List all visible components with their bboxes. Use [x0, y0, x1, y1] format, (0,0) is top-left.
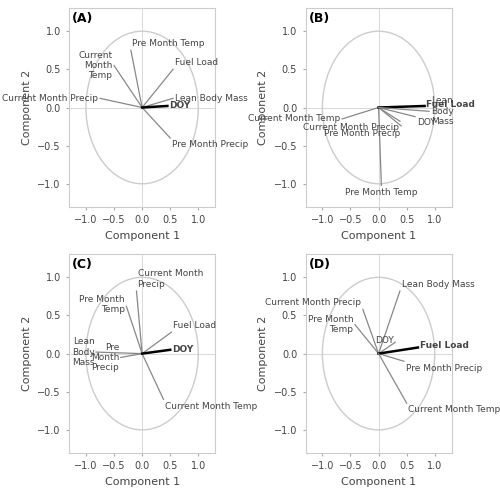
X-axis label: Component 1: Component 1: [104, 477, 180, 487]
Text: Lean Body Mass: Lean Body Mass: [402, 280, 474, 289]
Text: Fuel Load: Fuel Load: [174, 58, 218, 67]
Text: (B): (B): [308, 12, 330, 25]
Text: Pre
Month
Precip: Pre Month Precip: [90, 343, 119, 372]
Y-axis label: Component 2: Component 2: [258, 70, 268, 145]
Text: Pre Month Temp: Pre Month Temp: [345, 189, 418, 198]
Text: (D): (D): [308, 258, 330, 271]
X-axis label: Component 1: Component 1: [341, 231, 416, 241]
Text: DOY: DOY: [172, 346, 193, 354]
Text: Pre Month
Temp: Pre Month Temp: [308, 315, 354, 334]
Text: Current Month Temp: Current Month Temp: [408, 405, 500, 414]
Text: (C): (C): [72, 258, 93, 271]
Text: Current Month
Precip: Current Month Precip: [138, 269, 203, 289]
Text: Lean
Body
Mass: Lean Body Mass: [72, 337, 94, 367]
X-axis label: Component 1: Component 1: [104, 231, 180, 241]
Text: Pre Month Precip: Pre Month Precip: [324, 129, 400, 138]
Text: Current Month Precip: Current Month Precip: [265, 298, 361, 307]
Text: Fuel Load: Fuel Load: [173, 321, 216, 330]
Text: DOY: DOY: [375, 336, 394, 345]
Text: Fuel Load: Fuel Load: [426, 100, 475, 109]
Text: Pre Month Temp: Pre Month Temp: [132, 39, 204, 48]
Text: Lean
Body
Mass: Lean Body Mass: [431, 97, 454, 126]
Text: Current Month Temp: Current Month Temp: [165, 401, 258, 411]
Text: Pre Month Precip: Pre Month Precip: [406, 363, 482, 373]
Y-axis label: Component 2: Component 2: [22, 316, 32, 391]
Text: Current Month Precip: Current Month Precip: [303, 123, 399, 132]
Text: Current Month Temp: Current Month Temp: [248, 114, 340, 123]
Y-axis label: Component 2: Component 2: [22, 70, 32, 145]
Y-axis label: Component 2: Component 2: [258, 316, 268, 391]
Text: Lean Body Mass: Lean Body Mass: [174, 94, 248, 103]
Text: DOY: DOY: [169, 101, 190, 110]
Text: Fuel Load: Fuel Load: [420, 341, 469, 350]
Text: DOY: DOY: [417, 118, 436, 127]
Text: Pre Month
Temp: Pre Month Temp: [79, 295, 124, 314]
Text: Current
Month
Temp: Current Month Temp: [78, 50, 112, 81]
Text: (A): (A): [72, 12, 94, 25]
Text: Pre Month Precip: Pre Month Precip: [172, 140, 248, 149]
X-axis label: Component 1: Component 1: [341, 477, 416, 487]
Text: Current Month Precip: Current Month Precip: [2, 94, 98, 103]
